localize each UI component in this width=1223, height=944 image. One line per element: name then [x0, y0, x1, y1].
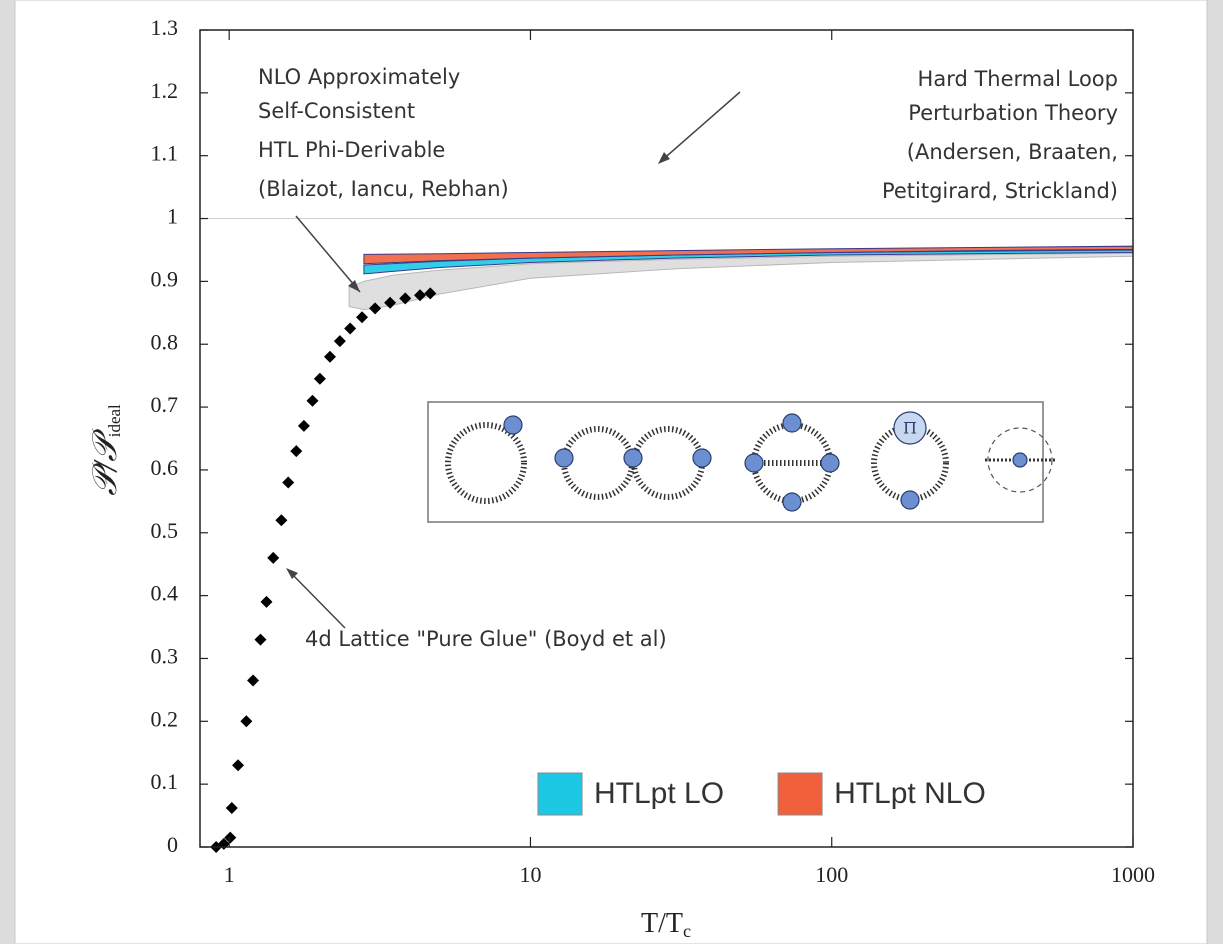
inset: Π: [427, 401, 1055, 523]
x-tick-label: 1000: [1111, 862, 1155, 887]
data-point: [247, 674, 260, 687]
data-point: [414, 289, 427, 302]
data-point: [275, 514, 288, 527]
y-tick-label: 0.9: [151, 266, 179, 291]
data-point: [333, 335, 346, 348]
legend-swatch: [777, 772, 823, 816]
arrow: [295, 215, 361, 293]
legend: HTLpt LO HTLpt NLO: [537, 772, 986, 816]
data-point: [384, 296, 397, 309]
annotation: Petitgirard, Strickland): [882, 179, 1118, 203]
data-point: [267, 551, 280, 564]
dashed-loop: [987, 427, 1053, 493]
arrowhead: [286, 568, 298, 579]
annotation: 4d Lattice "Pure Glue" (Boyd et al): [305, 627, 667, 651]
data-point: [260, 595, 273, 608]
vertex-blobs: [503, 413, 1028, 512]
y-tick-label: 0.2: [151, 706, 179, 731]
y-tick-label: 1.2: [151, 78, 179, 103]
data-point: [290, 445, 303, 458]
x-tick-label: 100: [815, 862, 848, 887]
data-point: [369, 302, 382, 315]
arrow: [659, 91, 741, 163]
data-point: [240, 715, 253, 728]
data-point: [282, 476, 295, 489]
x-tick-label: 1: [224, 862, 235, 887]
legend-label: HTLpt NLO: [834, 777, 986, 810]
data-point: [306, 394, 319, 407]
data-point: [313, 372, 326, 385]
y-tick-label: 0.7: [151, 392, 179, 417]
y-tick-label: 1.1: [151, 141, 179, 166]
annotation: (Andersen, Braaten,: [907, 140, 1118, 164]
annotation-b: Hard Thermal Loop Perturbation Theory (A…: [658, 67, 1118, 203]
data-point: [344, 322, 357, 335]
legend-label: HTLpt LO: [594, 777, 724, 810]
annotation: Perturbation Theory: [908, 101, 1118, 125]
data-point: [297, 419, 310, 432]
arrowhead: [348, 280, 360, 292]
x-axis-label: T/Tc: [641, 908, 691, 941]
x-axis-label-main: T/T: [641, 908, 683, 939]
y-tick-label: 1: [167, 204, 178, 229]
data-point: [224, 831, 237, 844]
y-tick-label: 0.6: [151, 455, 179, 480]
y-tick-label: 0.4: [151, 581, 179, 606]
annotation: Hard Thermal Loop: [918, 67, 1118, 91]
annotation-c: 4d Lattice "Pure Glue" (Boyd et al): [286, 568, 667, 651]
data-point: [323, 350, 336, 363]
annotation: (Blaizot, Iancu, Rebhan): [258, 177, 509, 201]
annotation-a: NLO Approximately Self-Consistent HTL Ph…: [258, 65, 509, 293]
annotation: HTL Phi-Derivable: [258, 138, 445, 162]
plot-frame: [199, 29, 1134, 848]
y-tick-label: 0.3: [151, 644, 179, 669]
y-axis-label-sub: ideal: [105, 404, 124, 437]
arrowhead: [658, 152, 670, 164]
y-tick-label: 0: [167, 832, 178, 857]
y-tick-label: 0.5: [151, 518, 179, 543]
self-energy-blob: [893, 411, 927, 445]
x-tick-label: 10: [519, 862, 541, 887]
x-axis-label-sub: c: [683, 921, 691, 941]
inset-label: Π: [903, 419, 917, 438]
y-tick-label: 0.8: [151, 329, 179, 354]
y-tick-label: 1.3: [151, 15, 179, 40]
data-point: [232, 759, 245, 772]
data-point: [225, 802, 238, 815]
inset-frame: [427, 401, 1044, 523]
data-point: [399, 292, 412, 305]
annotation: Self-Consistent: [258, 99, 415, 123]
legend-swatch: [537, 772, 583, 816]
y-tick-label: 0.1: [151, 769, 179, 794]
y-axis-label: 𝒫/𝒫ideal: [87, 404, 124, 496]
y-axis-label-main: 𝒫/𝒫: [87, 428, 124, 496]
annotation: NLO Approximately: [258, 65, 460, 89]
data-point: [356, 311, 369, 324]
data-point: [424, 287, 437, 300]
data-point: [254, 633, 267, 646]
arrow: [287, 569, 346, 629]
